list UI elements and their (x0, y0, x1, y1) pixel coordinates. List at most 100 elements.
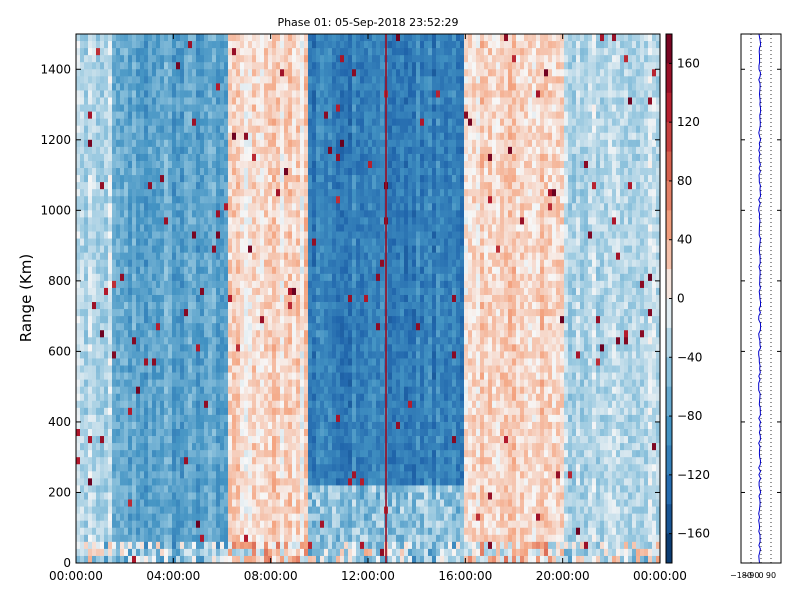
heatmap-cell (108, 400, 113, 409)
heatmap-cell (164, 393, 169, 402)
heatmap-cell (252, 337, 257, 345)
heatmap-cell (240, 139, 245, 148)
heatmap-cell (200, 273, 205, 282)
heatmap-cell (148, 125, 153, 134)
heatmap-cell (228, 118, 233, 127)
heatmap-cell (328, 478, 333, 486)
heatmap-cell (244, 146, 249, 155)
heatmap-cell (188, 231, 193, 239)
heatmap-cell (116, 316, 121, 324)
heatmap-cell (80, 55, 85, 63)
heatmap-cell (204, 541, 209, 550)
heatmap-cell (88, 386, 93, 395)
heatmap-cell (132, 231, 137, 239)
heatmap-cell (196, 104, 201, 112)
heatmap-cell (296, 302, 301, 310)
heatmap-cell (296, 97, 301, 105)
heatmap-cell (132, 224, 137, 232)
heatmap-cell (240, 48, 245, 56)
heatmap-cell (192, 132, 197, 141)
heatmap-cell (268, 443, 273, 451)
heatmap-cell (180, 196, 185, 204)
heatmap-cell (308, 160, 313, 169)
heatmap-cell (288, 210, 293, 218)
heatmap-cell (176, 203, 181, 211)
heatmap-cell (108, 224, 113, 232)
heatmap-cell (104, 372, 109, 381)
heatmap-cell (216, 280, 221, 289)
heatmap-cell (216, 386, 221, 395)
heatmap-cell (112, 428, 117, 437)
heatmap-cell (300, 83, 305, 91)
heatmap-cell (160, 344, 165, 352)
heatmap-cell (160, 146, 165, 155)
heatmap-cell (312, 379, 317, 388)
heatmap-cell (204, 393, 209, 402)
heatmap-cell (180, 316, 185, 324)
heatmap-cell (180, 224, 185, 232)
heatmap-cell (160, 69, 165, 77)
heatmap-cell (296, 323, 301, 331)
heatmap-cell (272, 372, 277, 381)
heatmap-cell (84, 548, 89, 557)
heatmap-cell (212, 520, 217, 529)
heatmap-cell (172, 224, 177, 232)
heatmap-cell (236, 210, 241, 218)
heatmap-cell (244, 210, 249, 218)
heatmap-cell (208, 372, 213, 381)
heatmap-cell (76, 210, 81, 218)
heatmap-cell (320, 48, 325, 56)
heatmap-cell (332, 62, 337, 70)
heatmap-cell (248, 160, 253, 169)
heatmap-cell (232, 168, 237, 176)
heatmap-cell (132, 217, 137, 225)
heatmap-cell (100, 372, 105, 381)
heatmap-cell (208, 266, 213, 275)
heatmap-cell (280, 294, 285, 303)
heatmap-cell (164, 104, 169, 112)
heatmap-cell (148, 259, 153, 268)
heatmap-cell (108, 160, 113, 169)
heatmap-cell (224, 168, 229, 176)
heatmap-cell (244, 330, 249, 338)
heatmap-cell (264, 421, 269, 430)
heatmap-cell (120, 492, 125, 500)
heatmap-cell (328, 358, 333, 366)
heatmap-cell (336, 428, 341, 437)
heatmap-cell (236, 182, 241, 190)
heatmap-cell (252, 386, 257, 395)
heatmap-cell (100, 421, 105, 430)
heatmap-cell (200, 520, 205, 529)
heatmap-cell (324, 48, 329, 56)
heatmap-cell (320, 238, 325, 246)
heatmap-cell (256, 83, 261, 91)
heatmap-cell (124, 464, 129, 472)
heatmap-cell (96, 323, 101, 331)
heatmap-cell (108, 337, 113, 345)
heatmap-cell (84, 294, 89, 303)
heatmap-cell (108, 175, 113, 183)
heatmap-cell (328, 471, 333, 479)
heatmap-cell (140, 527, 145, 536)
heatmap-cell (232, 280, 237, 289)
heatmap-cell (172, 252, 177, 261)
heatmap-cell (288, 160, 293, 169)
heatmap-cell (332, 175, 337, 183)
heatmap-cell (244, 266, 249, 275)
heatmap-cell (264, 182, 269, 190)
heatmap-cell (76, 302, 81, 310)
heatmap-cell (116, 400, 121, 409)
heatmap-cell (232, 203, 237, 211)
heatmap-cell (100, 407, 105, 416)
heatmap-cell (232, 294, 237, 303)
heatmap-cell (180, 48, 185, 56)
heatmap-cell (92, 259, 97, 268)
heatmap-cell (172, 527, 177, 536)
heatmap-cell (140, 485, 145, 493)
heatmap-cell (116, 365, 121, 373)
heatmap-cell (148, 203, 153, 211)
heatmap-cell (300, 534, 305, 543)
heatmap-cell (148, 287, 153, 296)
heatmap-cell (236, 358, 241, 366)
heatmap-cell (152, 471, 157, 479)
